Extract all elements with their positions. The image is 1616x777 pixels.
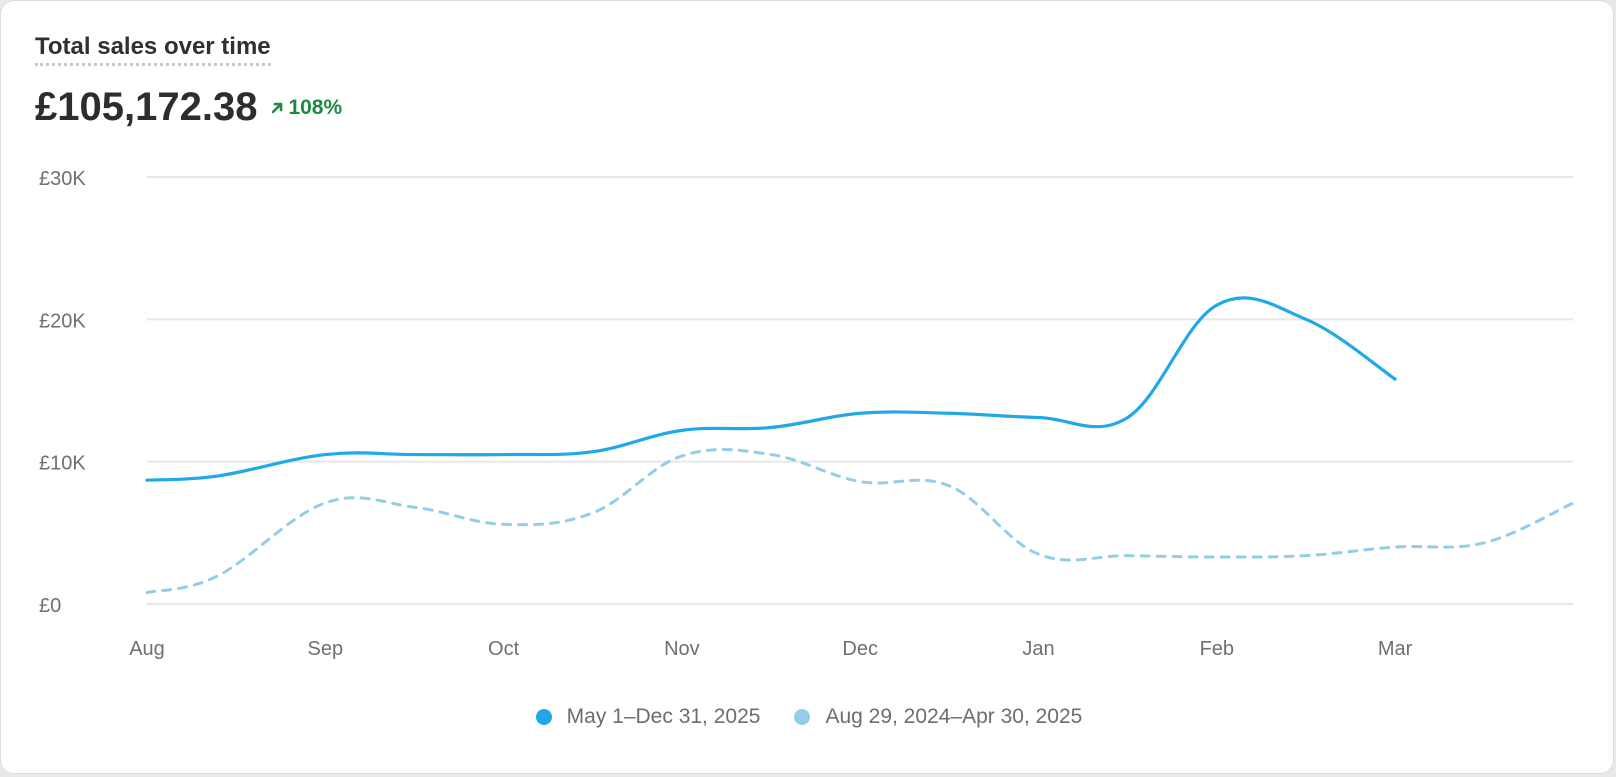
x-axis-labels: Aug Sep Oct Nov Dec Jan Feb Mar [129,638,1412,660]
grid-lines [147,176,1573,605]
x-axis-tick-label: Sep [308,638,344,660]
x-axis-tick-label: Nov [664,638,700,660]
total-sales-headline: £105,172.38 108% [35,85,342,130]
chart-legend: May 1–Dec 31, 2025 Aug 29, 2024–Apr 30, … [1,705,1616,729]
y-axis-labels: £0 £10K £20K £30K [39,168,86,617]
percentage-change-value: 108% [288,95,343,119]
current-series-marker [535,709,552,725]
x-axis-tick-label: Mar [1378,638,1413,660]
current-sales-line[interactable] [145,296,1397,482]
previous-series-marker [794,709,811,725]
total-sales-value: £105,172.38 [35,85,258,129]
legend-previous-label: Aug 29, 2024–Apr 30, 2025 [825,705,1083,728]
legend-item-current[interactable]: May 1–Dec 31, 2025 [535,705,761,729]
x-axis-tick-label: Dec [842,638,878,660]
y-axis-tick-label: £10K [39,453,86,475]
percentage-change: 108% [269,96,342,120]
y-axis-tick-label: £0 [39,595,61,617]
previous-sales-line[interactable] [145,448,1575,595]
legend-current-label: May 1–Dec 31, 2025 [566,705,761,728]
y-axis-tick-label: £20K [39,310,86,332]
x-axis-tick-label: Oct [488,638,520,660]
chart-title[interactable]: Total sales over time [35,33,271,66]
x-axis-tick-label: Aug [129,638,165,660]
arrow-up-right-icon [272,102,283,113]
x-axis-tick-label: Jan [1022,638,1054,660]
data-series [145,296,1575,595]
x-axis-tick-label: Feb [1200,638,1234,660]
legend-item-previous[interactable]: Aug 29, 2024–Apr 30, 2025 [794,705,1082,729]
y-axis-tick-label: £30K [39,168,86,190]
